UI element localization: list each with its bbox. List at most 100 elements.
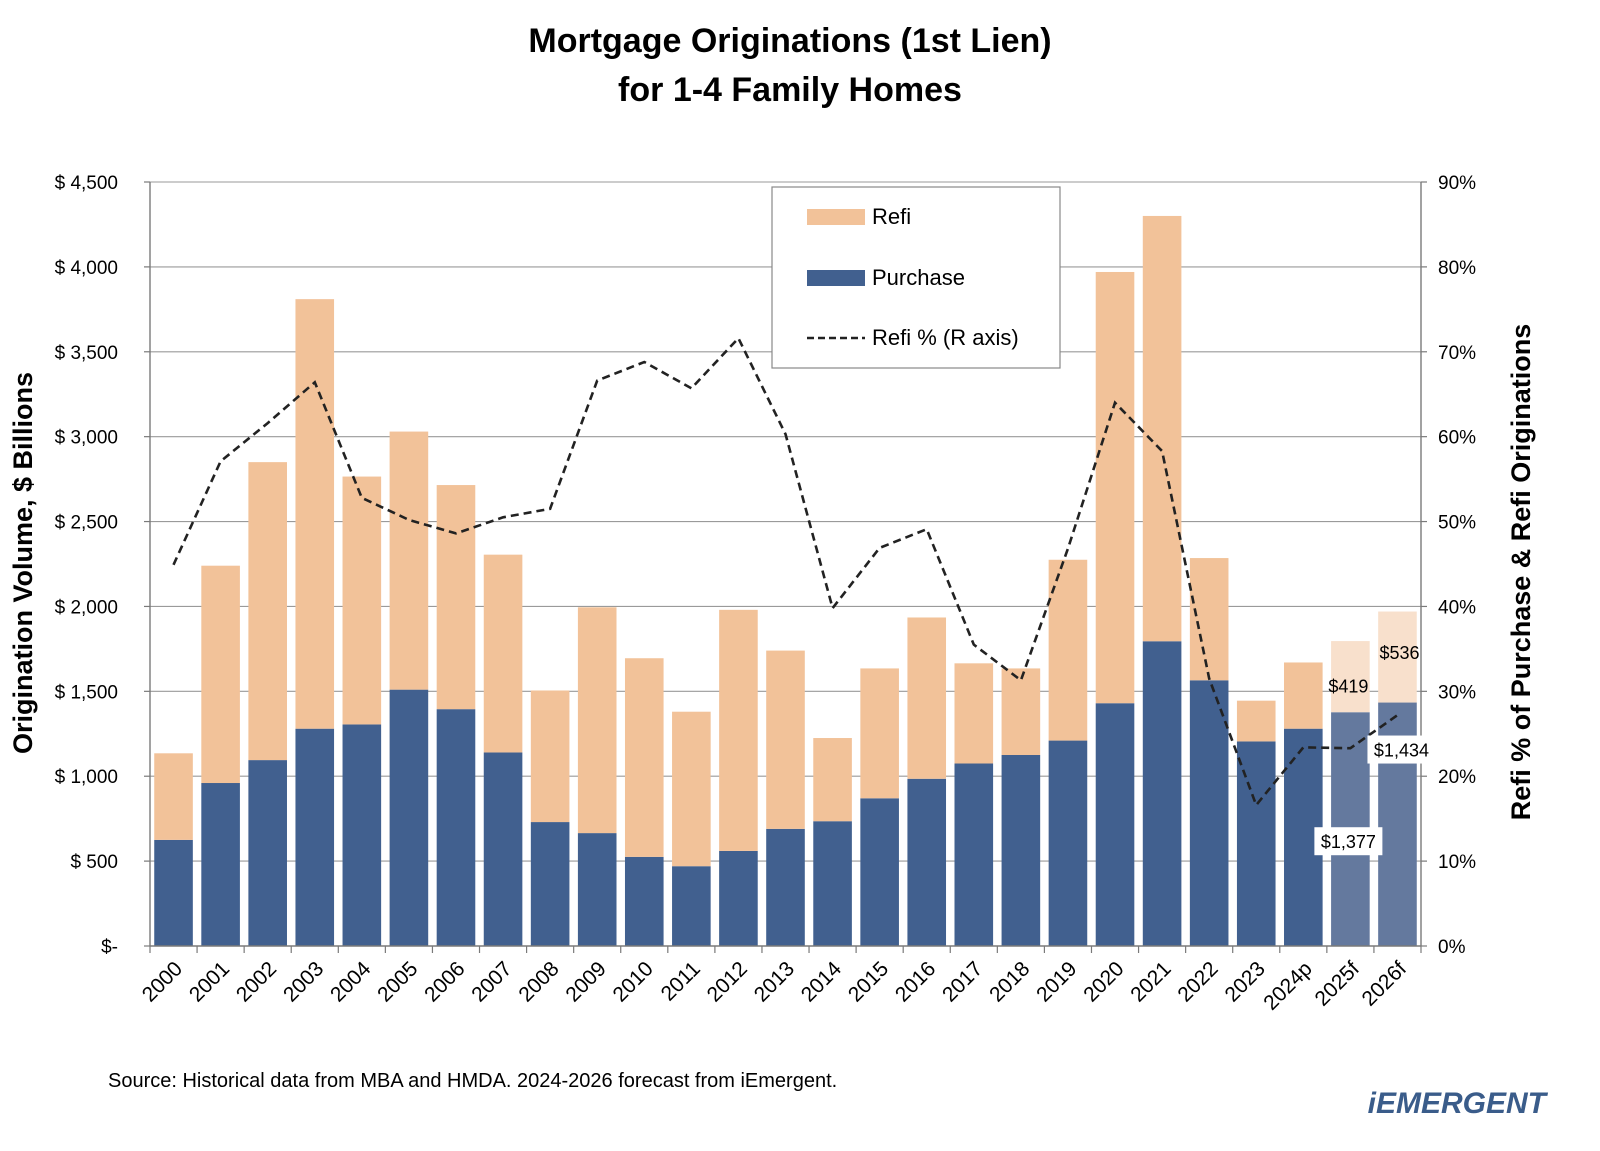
bars xyxy=(154,215,1417,946)
bar-purchase-2004 xyxy=(342,724,382,946)
bar-purchase-2017 xyxy=(954,763,994,946)
y-tick-label: $ 1,500 xyxy=(55,682,118,703)
source-note: Source: Historical data from MBA and HMD… xyxy=(108,1070,837,1092)
x-tick-label-2017: 2017 xyxy=(938,957,987,1006)
bar-refi-2019 xyxy=(1048,559,1088,741)
x-tick-label-2025f: 2025f xyxy=(1310,957,1364,1011)
data-labels: $419 $536 $1,377 $1,434 xyxy=(1314,643,1436,856)
x-tick-label-2008: 2008 xyxy=(514,957,563,1006)
data-label-box xyxy=(1314,827,1383,856)
y-tick-label: $- xyxy=(101,937,118,958)
legend: Refi Purchase Refi % (R axis) xyxy=(771,186,1061,369)
y-axis-title: Origination Volume, $ Billions xyxy=(8,372,38,754)
x-tick-label-2011: 2011 xyxy=(657,957,705,1005)
right-axis-ticks: 0% 10% 20% 30% 40% 50% 60% 70% 80% 90% xyxy=(1438,173,1476,958)
bar-refi-2012 xyxy=(719,609,758,851)
bar-refi-2008 xyxy=(530,690,570,823)
y-tick-label: $ 2,000 xyxy=(55,597,118,618)
bar-refi-2001 xyxy=(201,565,240,784)
legend-refi-percent-label: Refi % (R axis) xyxy=(872,325,1019,350)
x-tick-label-2015: 2015 xyxy=(844,957,893,1006)
x-tick-label-2004: 2004 xyxy=(326,957,376,1007)
x-tick-label-2014: 2014 xyxy=(797,957,847,1007)
bar-refi-2009 xyxy=(577,607,617,834)
bar-purchase-2005 xyxy=(389,689,429,946)
axes xyxy=(144,181,1427,953)
x-tick-label-2009: 2009 xyxy=(561,957,610,1006)
x-tick-label-2005: 2005 xyxy=(373,957,422,1006)
data-label-purchase-2025f: $1,377 xyxy=(1321,832,1376,852)
bar-refi-2013 xyxy=(766,650,805,829)
y2-tick-label: 10% xyxy=(1438,852,1476,873)
x-tick-label-2022: 2022 xyxy=(1173,957,1222,1006)
bar-refi-2006 xyxy=(436,485,476,710)
data-label-refi-2026f: $536 xyxy=(1379,643,1419,663)
legend-refi-swatch xyxy=(807,209,865,225)
bar-purchase-2023 xyxy=(1236,741,1276,946)
x-tick-label-2021: 2021 xyxy=(1126,957,1175,1006)
bar-refi-2014 xyxy=(813,738,852,822)
bar-purchase-2020 xyxy=(1095,703,1135,946)
data-label-purchase-2026f: $1,434 xyxy=(1374,741,1429,761)
data-label-refi-2025f: $419 xyxy=(1328,677,1368,697)
bar-refi-2007 xyxy=(483,554,523,753)
legend-purchase-label: Purchase xyxy=(872,265,965,290)
y2-tick-label: 0% xyxy=(1438,937,1466,958)
bar-refi-2024p xyxy=(1284,662,1323,729)
bar-purchase-2006 xyxy=(436,709,476,946)
x-tick-label-2012: 2012 xyxy=(703,957,752,1006)
y2-tick-label: 50% xyxy=(1438,513,1476,534)
y-tick-label: $ 2,500 xyxy=(55,513,118,534)
bar-purchase-2011 xyxy=(672,866,711,946)
y-tick-label: $ 3,000 xyxy=(55,428,118,449)
bar-refi-2002 xyxy=(248,462,287,761)
x-tick-label-2024p: 2024p xyxy=(1259,957,1317,1015)
x-tick-label-2016: 2016 xyxy=(891,957,940,1006)
bar-refi-2005 xyxy=(389,431,429,690)
bar-refi-2018 xyxy=(1001,668,1041,755)
bar-refi-2004 xyxy=(342,476,382,725)
y-tick-label: $ 500 xyxy=(70,852,118,873)
y2-tick-label: 70% xyxy=(1438,343,1476,364)
x-axis-ticks: 2000200120022003200420052006200720082009… xyxy=(138,957,1411,1015)
y-tick-label: $ 4,500 xyxy=(55,173,118,194)
y2-tick-label: 40% xyxy=(1438,597,1476,618)
y2-axis-title: Refi % of Purchase & Refi Originations xyxy=(1506,324,1536,821)
bar-purchase-2000 xyxy=(154,839,193,946)
x-tick-label-2000: 2000 xyxy=(138,957,187,1006)
bar-refi-2011 xyxy=(672,711,711,867)
bar-purchase-2003 xyxy=(295,728,335,946)
x-tick-label-2007: 2007 xyxy=(467,957,516,1006)
bar-purchase-2001 xyxy=(201,783,240,946)
bar-refi-2015 xyxy=(860,668,899,799)
x-tick-label-2018: 2018 xyxy=(985,957,1034,1006)
bar-refi-2017 xyxy=(954,663,994,764)
bar-purchase-2008 xyxy=(530,822,570,946)
y2-tick-label: 80% xyxy=(1438,258,1476,279)
bar-purchase-2009 xyxy=(577,833,617,946)
y-tick-label: $ 1,000 xyxy=(55,767,118,788)
x-tick-label-2006: 2006 xyxy=(420,957,469,1006)
bar-refi-2022 xyxy=(1189,558,1229,681)
refi-percent-series-line xyxy=(172,335,1399,808)
y2-tick-label: 60% xyxy=(1438,428,1476,449)
y2-tick-label: 90% xyxy=(1438,173,1476,194)
x-tick-label-2010: 2010 xyxy=(609,957,658,1006)
bar-refi-2016 xyxy=(907,617,947,779)
y2-tick-label: 20% xyxy=(1438,767,1476,788)
x-tick-label-2003: 2003 xyxy=(279,957,328,1006)
bar-refi-2003 xyxy=(295,299,335,729)
bar-purchase-2012 xyxy=(719,850,758,946)
x-tick-label-2020: 2020 xyxy=(1079,957,1128,1006)
bar-refi-2020 xyxy=(1095,271,1135,704)
legend-purchase-swatch xyxy=(807,270,865,286)
bar-purchase-2014 xyxy=(813,821,852,946)
x-tick-label-2001: 2001 xyxy=(185,957,234,1006)
chart-title-line-2: for 1-4 Family Homes xyxy=(618,71,962,109)
y-tick-label: $ 4,000 xyxy=(55,258,118,279)
x-tick-label-2026f: 2026f xyxy=(1358,957,1412,1011)
bar-refi-2025f xyxy=(1331,641,1370,713)
legend-refi-label: Refi xyxy=(872,204,911,229)
bar-refi-2023 xyxy=(1236,700,1276,742)
y-tick-label: $ 3,500 xyxy=(55,343,118,364)
